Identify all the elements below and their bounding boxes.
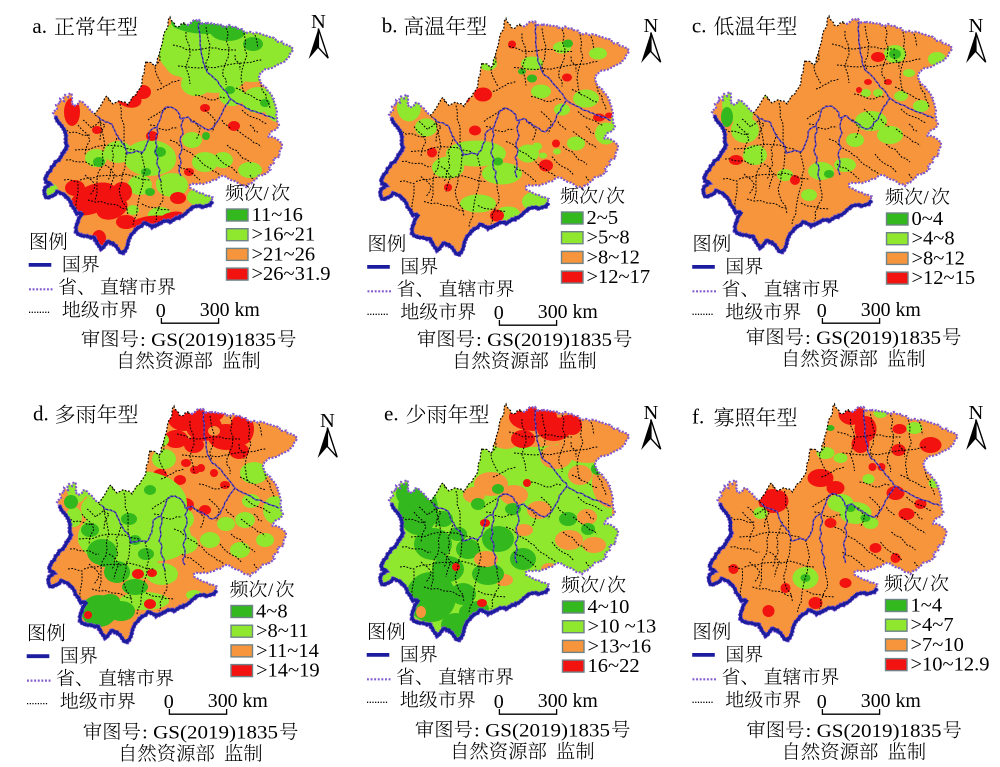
svg-text:1~4: 1~4	[911, 595, 943, 617]
svg-text:0: 0	[817, 300, 827, 322]
svg-text:N: N	[968, 402, 983, 424]
svg-text:N: N	[643, 402, 658, 424]
svg-text:0: 0	[164, 691, 174, 713]
svg-text:/: /	[924, 188, 930, 209]
svg-text:d.: d.	[33, 402, 49, 426]
svg-text:: GS(2019)1835: : GS(2019)1835	[476, 330, 612, 351]
svg-text:>21~26: >21~26	[252, 243, 316, 265]
svg-text:11~16: 11~16	[252, 204, 303, 226]
svg-text:: GS(2019)1835: : GS(2019)1835	[805, 328, 941, 349]
svg-text:>4~7: >4~7	[911, 614, 954, 636]
svg-text:/: /	[599, 187, 605, 208]
svg-text:: GS(2019)1835: : GS(2019)1835	[474, 720, 610, 741]
svg-text:>16~21: >16~21	[252, 224, 316, 246]
svg-text:>12~17: >12~17	[587, 266, 651, 288]
svg-text:300 km: 300 km	[861, 690, 921, 712]
svg-text:0: 0	[494, 302, 504, 324]
svg-text:300 km: 300 km	[861, 299, 921, 321]
svg-text:300 km: 300 km	[538, 690, 598, 712]
svg-text:4~8: 4~8	[256, 601, 288, 623]
svg-text:/: /	[264, 184, 270, 205]
svg-text:>8~12: >8~12	[587, 246, 640, 268]
svg-text:f.: f.	[692, 405, 704, 429]
svg-text:/: /	[923, 574, 929, 595]
svg-text:16~22: 16~22	[588, 655, 640, 677]
svg-text:/: /	[268, 580, 274, 601]
svg-text:N: N	[968, 15, 983, 37]
svg-text:300 km: 300 km	[200, 299, 260, 321]
svg-text:>5~8: >5~8	[587, 227, 630, 249]
svg-text:c.: c.	[692, 13, 707, 37]
svg-text:: GS(2019)1835: : GS(2019)1835	[140, 330, 276, 351]
svg-text:: GS(2019)1835: : GS(2019)1835	[806, 721, 942, 742]
svg-text:>26~31.9: >26~31.9	[252, 263, 331, 285]
svg-text:300 km: 300 km	[538, 301, 598, 323]
svg-text:2~5: 2~5	[587, 207, 619, 229]
svg-text:e.: e.	[384, 402, 399, 426]
svg-text:300 km: 300 km	[208, 690, 268, 712]
svg-text:0~4: 0~4	[912, 208, 944, 230]
svg-text:>8~12: >8~12	[912, 247, 965, 269]
svg-text:a.: a.	[32, 14, 47, 38]
svg-text:0: 0	[156, 300, 166, 322]
svg-text:>14~19: >14~19	[256, 660, 320, 682]
svg-text:N: N	[320, 410, 335, 432]
svg-text:>13~16: >13~16	[588, 635, 652, 657]
svg-text:>11~14: >11~14	[256, 640, 319, 662]
svg-text:/: /	[600, 576, 606, 597]
svg-text:>8~11: >8~11	[256, 620, 309, 642]
svg-text:4~10: 4~10	[588, 596, 630, 618]
svg-text:>12~15: >12~15	[912, 267, 976, 289]
svg-text:>10 ~13: >10 ~13	[588, 616, 657, 638]
svg-text:>10~12.9: >10~12.9	[911, 654, 990, 676]
svg-text:b.: b.	[382, 13, 398, 37]
svg-text:: GS(2019)1835: : GS(2019)1835	[142, 723, 278, 744]
svg-text:0: 0	[817, 691, 827, 713]
svg-text:N: N	[643, 15, 658, 37]
svg-text:>4~8: >4~8	[912, 228, 955, 250]
svg-text:>7~10: >7~10	[911, 634, 964, 656]
svg-text:0: 0	[494, 691, 504, 713]
svg-text:N: N	[311, 11, 326, 33]
